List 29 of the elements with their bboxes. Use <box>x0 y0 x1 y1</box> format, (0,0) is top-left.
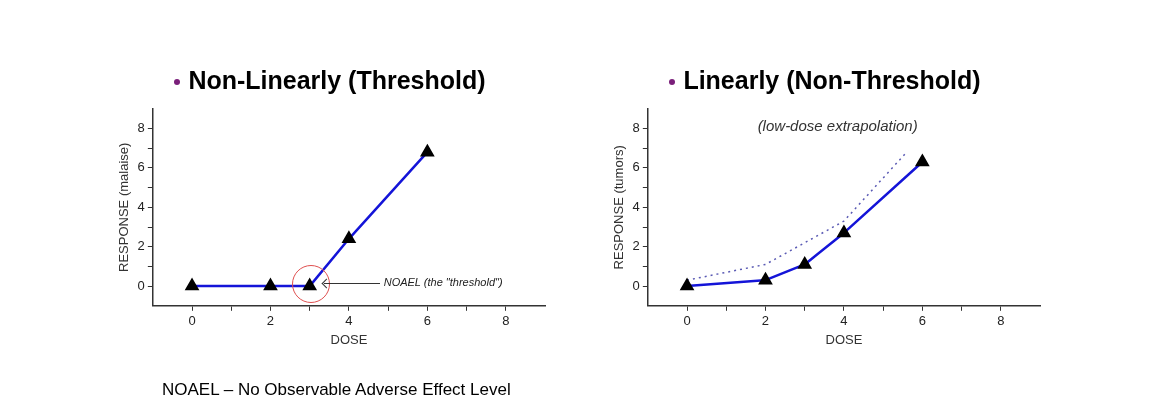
x-tick-label: 2 <box>266 313 275 329</box>
y-tick-label: 2 <box>632 238 640 254</box>
chart-title: Non-Linearly (Threshold) <box>187 66 487 95</box>
chart-title: Linearly (Non-Threshold) <box>682 66 982 95</box>
x-tick-label: 0 <box>683 313 691 329</box>
y-tick-label: 2 <box>137 238 145 254</box>
x-tick-label: 2 <box>761 313 770 329</box>
x-axis-title: DOSE <box>330 331 368 347</box>
x-tick-label: 6 <box>918 313 926 329</box>
x-tick-label: 0 <box>188 313 196 329</box>
x-tick-label: 6 <box>423 313 431 329</box>
annotation: NOAEL (the "threshold") <box>383 276 503 289</box>
y-axis-title: RESPONSE (malaise) <box>116 142 132 272</box>
x-axis-title: DOSE <box>825 331 863 347</box>
x-tick-label: 8 <box>997 313 1005 329</box>
y-tick-label: 8 <box>137 120 145 136</box>
y-tick-label: 6 <box>632 159 640 175</box>
y-tick-label: 6 <box>137 159 145 175</box>
x-tick-label: 4 <box>840 313 848 329</box>
x-tick-label: 4 <box>345 313 353 329</box>
annotation: (low-dose extrapolation) <box>757 116 918 134</box>
text: NOAEL – No Observable Adverse Effect Level <box>162 380 511 400</box>
y-tick-label: 8 <box>632 120 640 136</box>
y-tick-label: 4 <box>632 198 640 214</box>
y-tick-label: 4 <box>137 198 145 214</box>
y-axis-title: RESPONSE (tumors) <box>611 145 627 270</box>
y-tick-label: 0 <box>632 277 640 293</box>
y-tick-label: 0 <box>137 277 145 293</box>
x-tick-label: 8 <box>502 313 510 329</box>
